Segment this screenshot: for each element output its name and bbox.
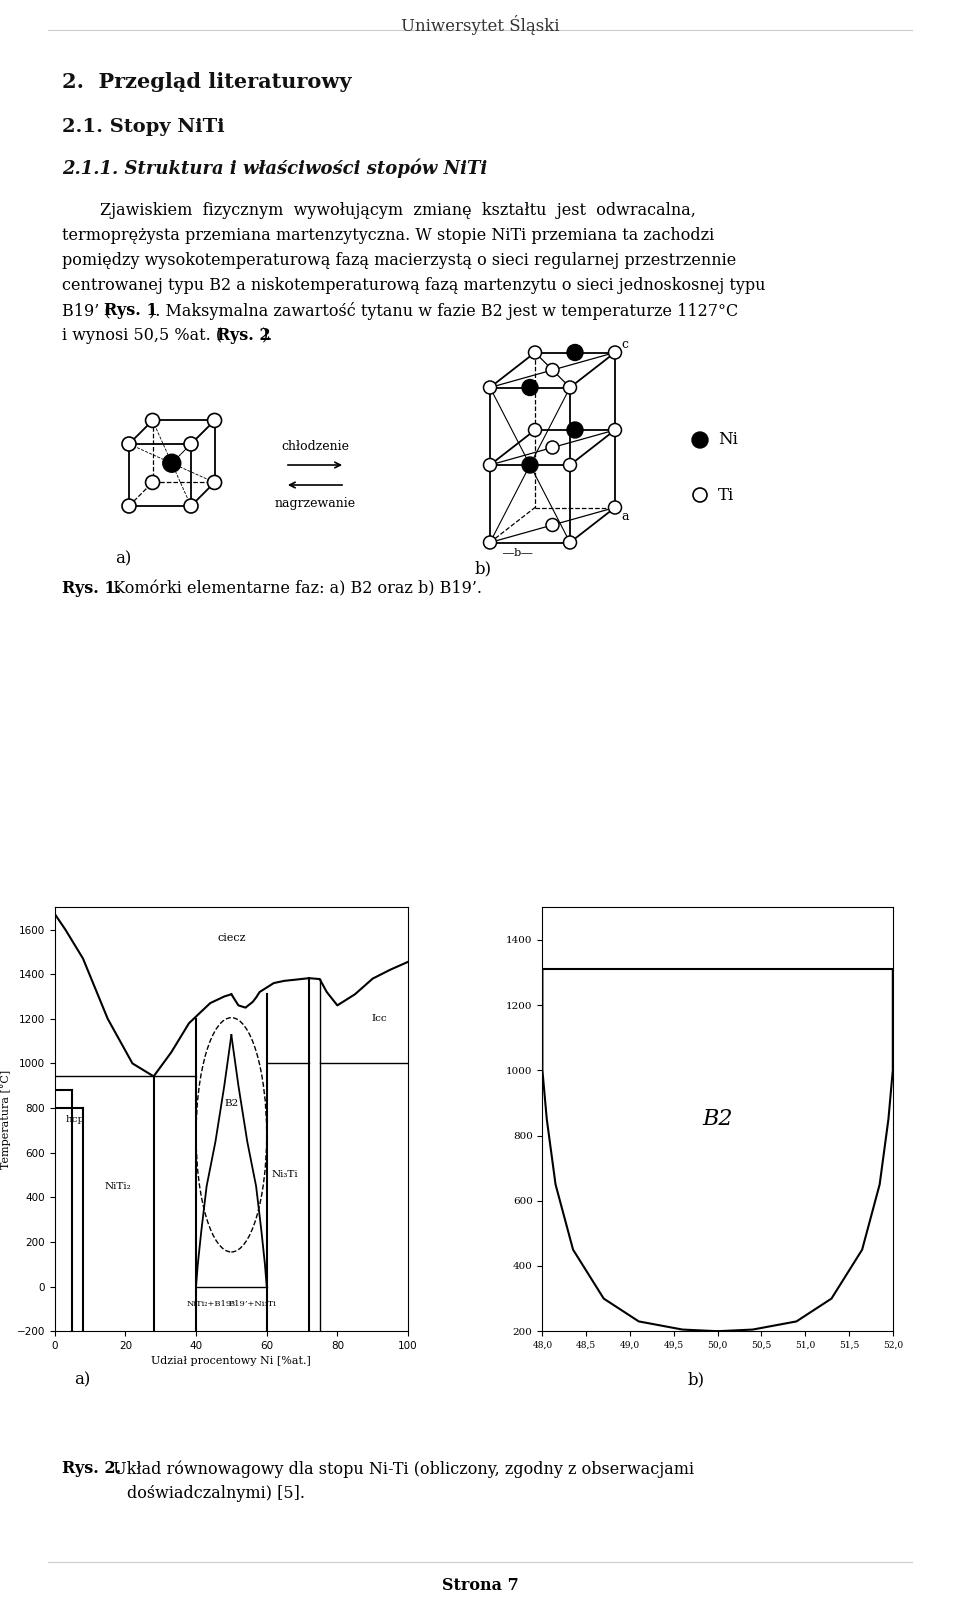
Text: 2.  Przegląd literaturowy: 2. Przegląd literaturowy — [62, 72, 351, 91]
Text: Komórki elementarne faz: a) B2 oraz b) B19’.: Komórki elementarne faz: a) B2 oraz b) B… — [108, 579, 482, 597]
Text: pomiędzy wysokotemperaturową fazą macierzystą o sieci regularnej przestrzennie: pomiędzy wysokotemperaturową fazą macier… — [62, 251, 736, 269]
Circle shape — [184, 499, 198, 514]
Text: NiTi₂: NiTi₂ — [105, 1182, 132, 1190]
Text: centrowanej typu B2 a niskotemperaturową fazą martenzytu o sieci jednoskosnej ty: centrowanej typu B2 a niskotemperaturową… — [62, 277, 765, 294]
Circle shape — [609, 501, 621, 514]
Text: Icc: Icc — [372, 1014, 388, 1024]
Circle shape — [693, 488, 707, 502]
Text: b): b) — [687, 1371, 705, 1389]
Circle shape — [546, 518, 559, 531]
Circle shape — [567, 422, 583, 438]
Text: ). Maksymalna zawartość tytanu w fazie B2 jest w temperaturze 1127°C: ). Maksymalna zawartość tytanu w fazie B… — [149, 302, 738, 320]
Text: Rys. 1.: Rys. 1. — [62, 579, 121, 597]
X-axis label: Udział procentowy Ni [%at.]: Udział procentowy Ni [%at.] — [152, 1357, 311, 1366]
Text: Ti: Ti — [718, 486, 734, 504]
Text: Rys. 1: Rys. 1 — [104, 302, 157, 318]
Circle shape — [484, 536, 496, 549]
Text: ―b―: ―b― — [503, 547, 532, 557]
Circle shape — [609, 346, 621, 358]
Text: 2.1. Stopy NiTi: 2.1. Stopy NiTi — [62, 118, 225, 136]
Text: c: c — [621, 338, 628, 350]
Text: chłodzenie: chłodzenie — [281, 440, 349, 453]
Circle shape — [546, 442, 559, 454]
Text: Ni₃Ti: Ni₃Ti — [271, 1171, 298, 1179]
Text: Układ równowagowy dla stopu Ni-Ti (obliczony, zgodny z obserwacjami: Układ równowagowy dla stopu Ni-Ti (oblic… — [108, 1459, 694, 1477]
Circle shape — [564, 536, 577, 549]
Text: nagrzewanie: nagrzewanie — [275, 498, 355, 510]
Text: Rys. 2.: Rys. 2. — [62, 1459, 121, 1477]
Text: Ni: Ni — [718, 432, 738, 448]
Circle shape — [564, 459, 577, 472]
Circle shape — [522, 458, 538, 474]
Circle shape — [146, 475, 159, 490]
Circle shape — [609, 424, 621, 437]
Circle shape — [207, 413, 222, 427]
Text: Strona 7: Strona 7 — [442, 1578, 518, 1594]
Text: ).: ). — [262, 326, 274, 344]
Circle shape — [484, 381, 496, 394]
Text: Zjawiskiem  fizycznym  wywołującym  zmianę  kształtu  jest  odwracalna,: Zjawiskiem fizycznym wywołującym zmianę … — [100, 202, 696, 219]
Circle shape — [122, 499, 136, 514]
Text: a: a — [621, 509, 629, 523]
Text: B2: B2 — [225, 1099, 238, 1109]
Text: doświadczalnymi) [5].: doświadczalnymi) [5]. — [127, 1485, 305, 1502]
Text: 2.1.1. Struktura i właściwości stopów NiTi: 2.1.1. Struktura i właściwości stopów Ni… — [62, 158, 488, 178]
Text: Uniwersytet Śląski: Uniwersytet Śląski — [400, 14, 560, 35]
Circle shape — [529, 424, 541, 437]
Text: B19’ (: B19’ ( — [62, 302, 110, 318]
Circle shape — [564, 381, 577, 394]
Text: termoprężysta przemiana martenzytyczna. W stopie NiTi przemiana ta zachodzi: termoprężysta przemiana martenzytyczna. … — [62, 227, 714, 243]
Text: ciecz: ciecz — [217, 933, 246, 944]
Circle shape — [146, 413, 159, 427]
Text: a): a) — [74, 1371, 90, 1389]
Circle shape — [522, 379, 538, 395]
Y-axis label: Temperatura [°C]: Temperatura [°C] — [0, 1069, 12, 1170]
Text: b): b) — [475, 560, 492, 578]
Text: NiTi₂+B19’: NiTi₂+B19’ — [186, 1301, 234, 1309]
Circle shape — [122, 437, 136, 451]
Text: B2: B2 — [703, 1109, 732, 1130]
Text: i wynosi 50,5 %at. (: i wynosi 50,5 %at. ( — [62, 326, 222, 344]
Circle shape — [184, 437, 198, 451]
Circle shape — [567, 344, 583, 360]
Text: a): a) — [115, 550, 132, 566]
Circle shape — [692, 432, 708, 448]
Circle shape — [163, 454, 180, 472]
Text: B19’+Ni₃Ti: B19’+Ni₃Ti — [228, 1301, 276, 1309]
Circle shape — [484, 459, 496, 472]
Circle shape — [529, 346, 541, 358]
Text: Rys. 2: Rys. 2 — [217, 326, 271, 344]
Text: hcp: hcp — [65, 1115, 84, 1123]
Circle shape — [207, 475, 222, 490]
Circle shape — [546, 363, 559, 376]
